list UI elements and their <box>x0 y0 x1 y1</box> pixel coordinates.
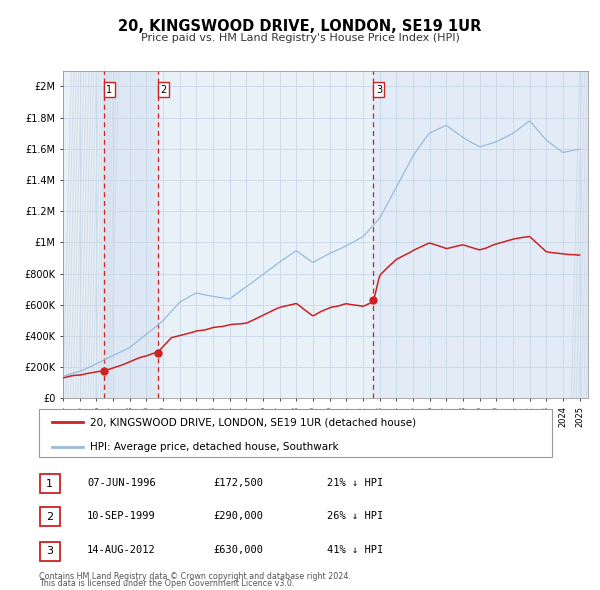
FancyBboxPatch shape <box>39 409 552 457</box>
Text: £172,500: £172,500 <box>213 478 263 487</box>
Text: 20, KINGSWOOD DRIVE, LONDON, SE19 1UR (detached house): 20, KINGSWOOD DRIVE, LONDON, SE19 1UR (d… <box>91 417 416 427</box>
Text: 07-JUN-1996: 07-JUN-1996 <box>87 478 156 487</box>
Text: 1: 1 <box>46 479 53 489</box>
FancyBboxPatch shape <box>40 474 59 493</box>
Text: 41% ↓ HPI: 41% ↓ HPI <box>327 545 383 555</box>
Text: 26% ↓ HPI: 26% ↓ HPI <box>327 511 383 520</box>
FancyBboxPatch shape <box>40 542 59 560</box>
Text: 21% ↓ HPI: 21% ↓ HPI <box>327 478 383 487</box>
Text: 2: 2 <box>161 84 167 94</box>
Bar <box>373 71 588 398</box>
Text: This data is licensed under the Open Government Licence v3.0.: This data is licensed under the Open Gov… <box>39 579 295 588</box>
Text: Price paid vs. HM Land Registry's House Price Index (HPI): Price paid vs. HM Land Registry's House … <box>140 33 460 42</box>
Text: Contains HM Land Registry data © Crown copyright and database right 2024.: Contains HM Land Registry data © Crown c… <box>39 572 351 581</box>
Text: 3: 3 <box>376 84 382 94</box>
Text: 2: 2 <box>46 512 53 522</box>
FancyBboxPatch shape <box>40 507 59 526</box>
Text: 1: 1 <box>106 84 112 94</box>
Text: 14-AUG-2012: 14-AUG-2012 <box>87 545 156 555</box>
Text: £290,000: £290,000 <box>213 511 263 520</box>
Text: £630,000: £630,000 <box>213 545 263 555</box>
Text: HPI: Average price, detached house, Southwark: HPI: Average price, detached house, Sout… <box>91 441 339 451</box>
Text: 20, KINGSWOOD DRIVE, LONDON, SE19 1UR: 20, KINGSWOOD DRIVE, LONDON, SE19 1UR <box>118 19 482 34</box>
Bar <box>104 71 158 398</box>
Text: 3: 3 <box>46 546 53 556</box>
Text: 10-SEP-1999: 10-SEP-1999 <box>87 511 156 520</box>
